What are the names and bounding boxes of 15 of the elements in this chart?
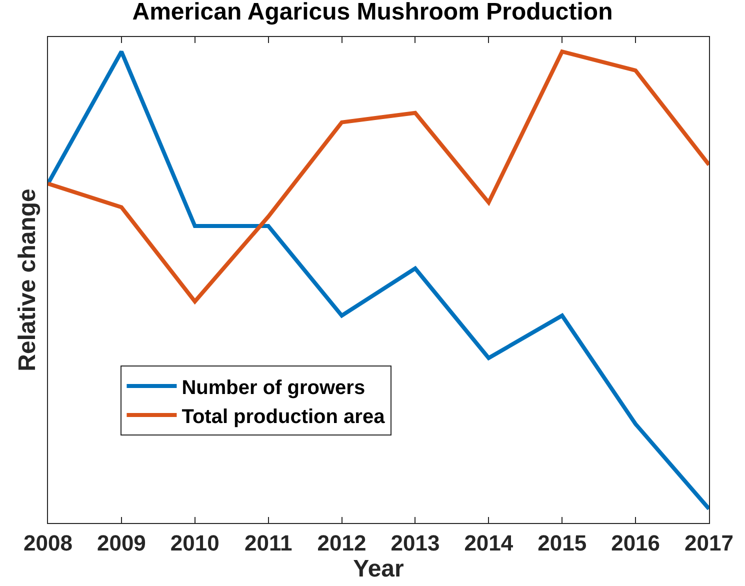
x-tick-label: 2010 [170,530,220,556]
x-tick-label: 2011 [244,530,292,556]
x-tick-label: 2009 [96,530,146,556]
x-tick-label: 2008 [24,530,72,556]
x-tick-label: 2014 [464,530,514,556]
x-axis-title: Year [353,555,404,582]
legend-label: Number of growers [182,376,366,399]
x-tick-label: 2015 [538,530,587,556]
y-axis-title: Relative change [14,188,42,372]
x-tick-label: 2012 [317,530,366,556]
legend-label: Total production area [182,406,386,428]
x-tick-label: 2017 [684,530,734,556]
chart-title: American Agaricus Mushroom Production [132,0,613,26]
x-tick-label: 2013 [390,530,440,556]
x-tick-label: 2016 [611,530,660,556]
